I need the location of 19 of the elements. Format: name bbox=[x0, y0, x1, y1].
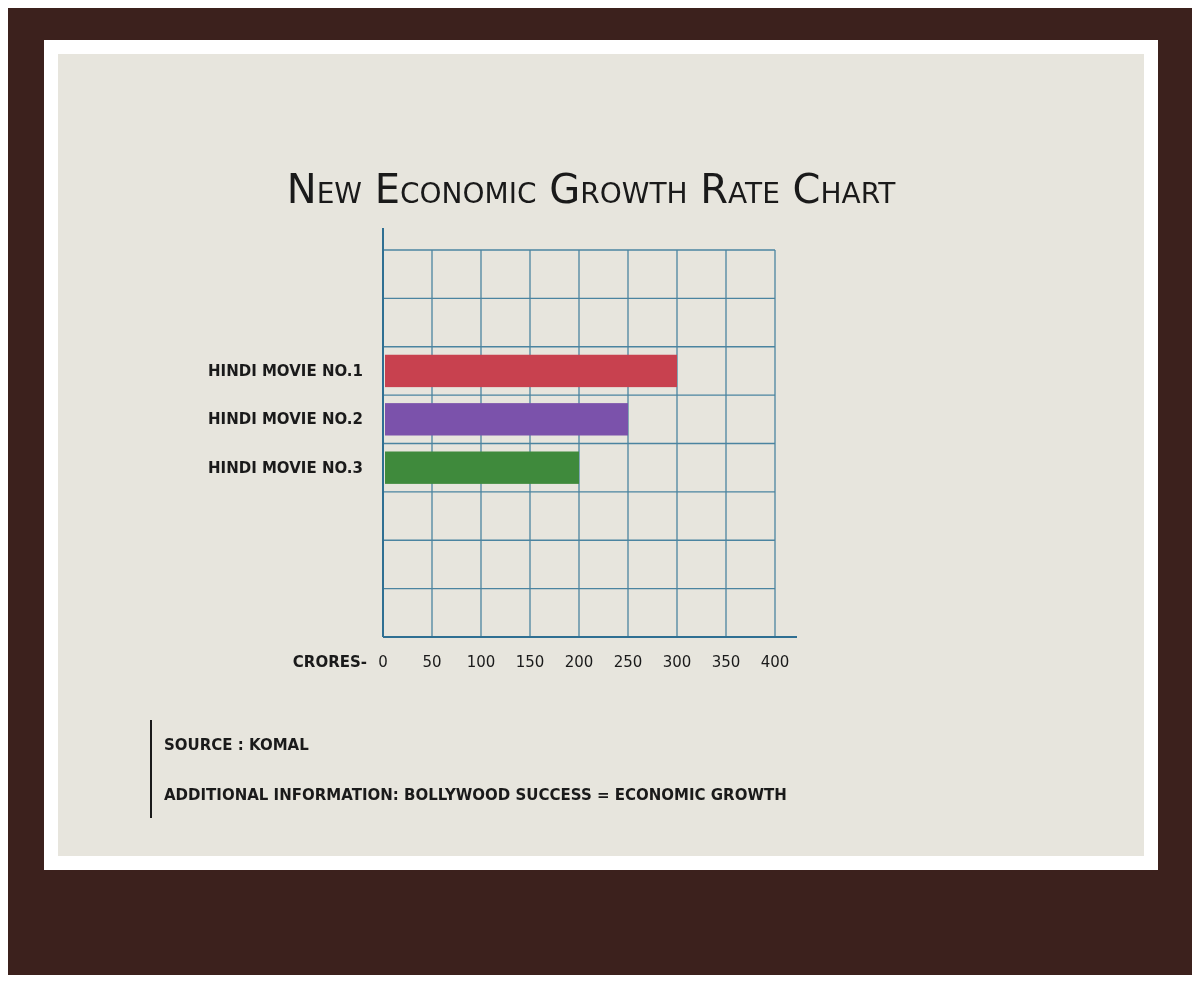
x-tick-label: 350 bbox=[711, 653, 741, 671]
bar bbox=[385, 354, 677, 388]
x-tick-label: 250 bbox=[613, 653, 643, 671]
bar bbox=[385, 451, 579, 484]
chart-title: New Economic Growth Rate Chart bbox=[286, 166, 897, 212]
bar bbox=[385, 403, 628, 436]
y-tick-label: HINDI MOVIE NO.1 bbox=[208, 361, 363, 380]
y-tick-label: HINDI MOVIE NO.2 bbox=[208, 410, 363, 429]
x-axis-title: CRORES- bbox=[292, 653, 367, 671]
source-note: SOURCE : KOMAL bbox=[164, 736, 310, 754]
y-tick-label: HINDI MOVIE NO.3 bbox=[208, 458, 363, 477]
x-tick-label: 100 bbox=[466, 653, 496, 671]
x-tick-label: 150 bbox=[515, 653, 545, 671]
x-tick-label: 400 bbox=[760, 653, 790, 671]
text: ADDITIONAL INFORMATION: BOLLYWOOD SUCCESS = ECONOMIC GROWTH bbox=[164, 786, 787, 804]
x-tick-label: 0 bbox=[378, 653, 388, 671]
x-tick-label: 300 bbox=[662, 653, 692, 671]
x-tick-label: 200 bbox=[564, 653, 594, 671]
x-tick-label: 50 bbox=[422, 653, 442, 671]
